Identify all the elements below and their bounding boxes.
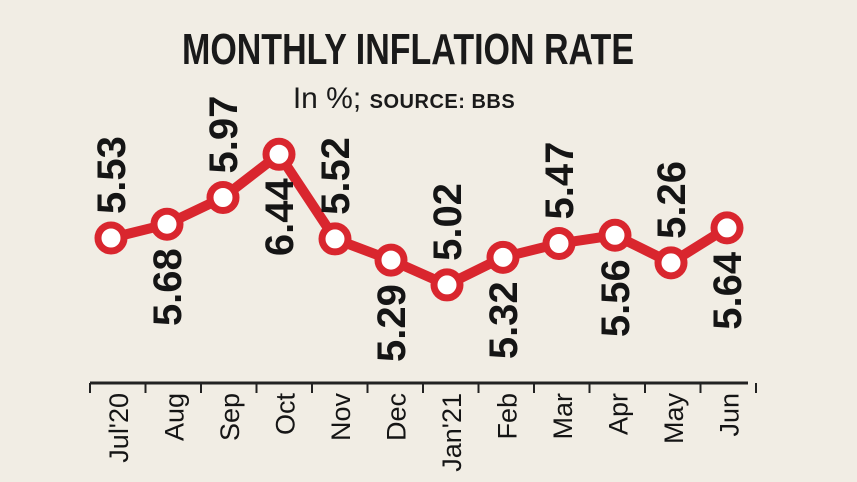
- data-point-12: [710, 211, 744, 245]
- data-point-11: [654, 246, 688, 280]
- value-label-10: 5.56: [594, 259, 638, 337]
- data-point-10: [598, 218, 632, 252]
- category-label-5: Nov: [326, 393, 356, 442]
- category-label-4: Oct: [270, 393, 300, 436]
- data-point-8: [486, 240, 520, 274]
- data-point-9: [542, 227, 576, 261]
- category-label-layer: Jul'20 Aug Sep Oct Nov Dec Jan'21 Feb Mar Apr May J…: [104, 393, 745, 472]
- data-point-4: [262, 137, 296, 171]
- value-label-layer: 5.53 5.68 5.97 6.44 5.52 5.29 5.02 5.32 5.47 5.56…: [90, 96, 750, 362]
- category-label-6: Dec: [381, 393, 411, 441]
- unit-label: In %;: [293, 82, 361, 115]
- data-point-3: [206, 181, 240, 215]
- value-label-2: 5.68: [146, 248, 190, 326]
- value-label-9: 5.47: [538, 142, 582, 220]
- data-point-6: [374, 243, 408, 277]
- value-label-3: 5.97: [202, 96, 246, 174]
- source-label: SOURCE: BBS: [370, 91, 516, 113]
- data-point-2: [150, 207, 184, 241]
- category-label-2: Aug: [159, 393, 189, 441]
- chart-title: MONTHLY INFLATION RATE: [182, 25, 634, 74]
- category-label-7: Jan'21: [437, 393, 467, 472]
- x-axis: [89, 381, 757, 393]
- category-label-8: Feb: [492, 393, 522, 440]
- category-label-10: Apr: [603, 393, 633, 435]
- marker-layer: [94, 137, 744, 302]
- data-point-1: [94, 221, 128, 255]
- value-label-6: 5.29: [370, 284, 414, 362]
- category-label-9: Mar: [548, 393, 578, 440]
- value-label-5: 5.52: [314, 137, 358, 215]
- data-point-7: [430, 268, 464, 302]
- value-label-7: 5.02: [426, 183, 470, 261]
- data-point-5: [318, 222, 352, 256]
- chart-subtitle: In %; SOURCE: BBS: [293, 82, 515, 115]
- category-label-12: Jun: [714, 393, 744, 437]
- value-label-11: 5.26: [650, 161, 694, 239]
- category-label-3: Sep: [215, 393, 245, 441]
- value-label-1: 5.53: [90, 136, 134, 214]
- value-label-4: 6.44: [258, 178, 302, 257]
- category-label-1: Jul'20: [104, 393, 134, 463]
- category-label-11: May: [659, 393, 689, 445]
- value-label-12: 5.64: [706, 251, 750, 330]
- value-label-8: 5.32: [482, 281, 526, 359]
